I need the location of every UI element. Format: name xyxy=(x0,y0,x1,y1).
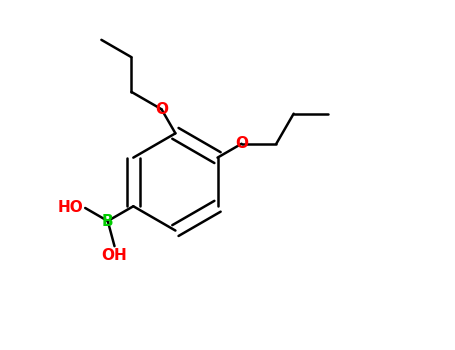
Text: OH: OH xyxy=(101,248,127,263)
Text: O: O xyxy=(235,136,248,151)
Text: B: B xyxy=(102,214,114,229)
Text: HO: HO xyxy=(58,201,83,216)
Text: O: O xyxy=(155,102,168,117)
